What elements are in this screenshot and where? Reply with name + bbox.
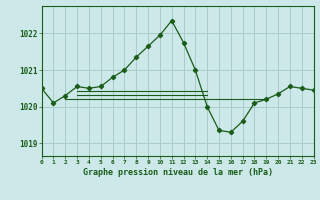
- X-axis label: Graphe pression niveau de la mer (hPa): Graphe pression niveau de la mer (hPa): [83, 168, 273, 177]
